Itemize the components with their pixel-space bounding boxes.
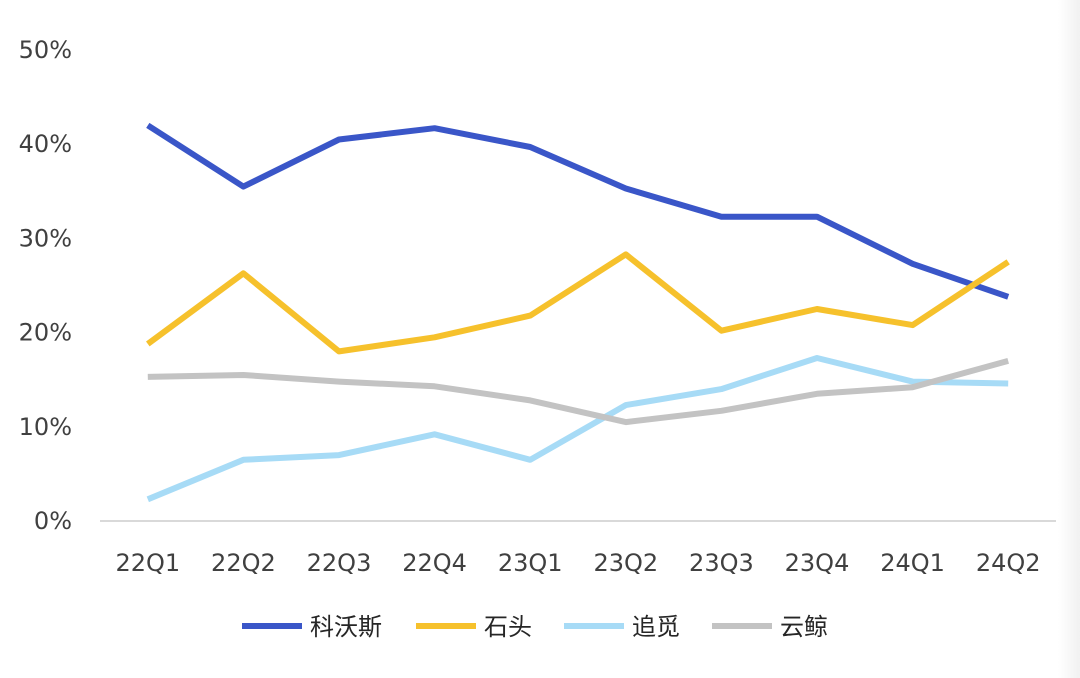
y-tick-label: 20% (19, 319, 72, 347)
y-tick-label: 10% (19, 413, 72, 441)
legend-label-0: 科沃斯 (310, 613, 382, 641)
x-tick-label: 24Q2 (976, 549, 1041, 577)
series-lines (146, 122, 1010, 503)
x-tick-label: 23Q4 (785, 549, 850, 577)
x-tick-label: 23Q2 (593, 549, 658, 577)
legend-label-3: 云鲸 (780, 613, 828, 641)
x-tick-label: 22Q4 (402, 549, 467, 577)
series-line-0 (146, 122, 1010, 300)
x-axis-ticks: 22Q1 22Q2 22Q3 22Q4 23Q1 23Q2 23Q3 23Q4 24Q1 24Q2 (115, 549, 1040, 577)
x-tick-label: 23Q1 (498, 549, 563, 577)
x-tick-label: 22Q1 (115, 549, 180, 577)
x-tick-label: 22Q2 (211, 549, 276, 577)
y-axis-ticks: 0% 10% 20% 30% 40% 50% (19, 36, 72, 535)
y-tick-label: 50% (19, 36, 72, 64)
y-tick-label: 0% (34, 507, 72, 535)
legend-label-1: 石头 (484, 613, 532, 641)
legend-label-2: 追觅 (632, 613, 680, 641)
series-line-2 (146, 355, 1009, 503)
x-tick-label: 22Q3 (307, 549, 372, 577)
y-tick-label: 30% (19, 224, 72, 252)
y-tick-label: 40% (19, 130, 72, 158)
series-line-3 (147, 358, 1009, 426)
x-tick-label: 24Q1 (880, 549, 945, 577)
legend: 科沃斯 石头 追觅 云鲸 (242, 613, 828, 641)
series-line-1 (146, 251, 1010, 355)
x-tick-label: 23Q3 (689, 549, 754, 577)
right-edge-shadow (1058, 0, 1080, 678)
